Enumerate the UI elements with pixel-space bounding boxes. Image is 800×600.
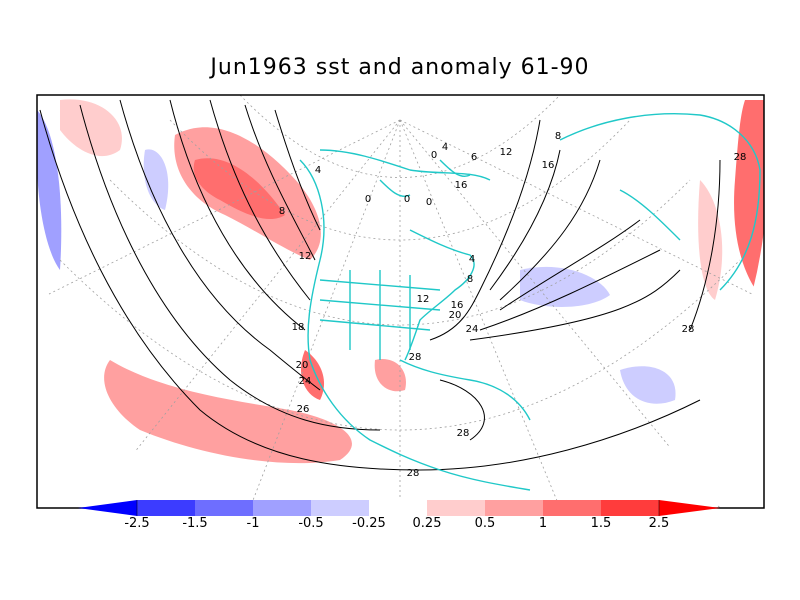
colorbar-label: 0.5 (474, 516, 496, 531)
contour-label: 6 (471, 152, 477, 163)
contour-label: 4 (315, 165, 321, 176)
contour-label: 8 (555, 131, 561, 142)
colorbar-swatch (485, 500, 543, 516)
anomaly-neg-north-atlantic (520, 266, 610, 307)
colorbar (78, 500, 720, 516)
contour-label: 28 (734, 152, 747, 163)
anomaly-pos-gulf (374, 359, 406, 392)
anomaly-pos-baja (300, 350, 325, 400)
anomaly-shading (37, 99, 764, 464)
contour-label: 28 (457, 428, 470, 439)
anomaly-neg-west (37, 110, 62, 270)
colorbar-label: -2.5 (124, 516, 150, 531)
contour-label: 4 (469, 254, 475, 265)
colorbar-swatch (543, 500, 601, 516)
contour-label: 12 (417, 294, 430, 305)
projection-mask (37, 95, 200, 508)
anomaly-pos-northwest (60, 99, 122, 157)
colorbar-label: 0.25 (412, 516, 442, 531)
colorbar-label: -1 (246, 516, 260, 531)
contour-label: 12 (299, 251, 312, 262)
contour-label: 0 (404, 194, 410, 205)
contour-label: 0 (365, 194, 371, 205)
contour-label: 0 (431, 150, 437, 161)
anomaly-pos-tropical-pacific (104, 360, 352, 464)
colorbar-swatch (137, 500, 195, 516)
contour-label: 26 (297, 404, 310, 415)
contour-label: 8 (279, 206, 285, 217)
colorbar-swatch (253, 500, 311, 516)
contour-label: 0 (426, 197, 432, 208)
contour-label: 16 (542, 160, 555, 171)
anomaly-neg-central-pacific (143, 149, 169, 210)
colorbar-swatch (195, 500, 253, 516)
contour-label: 24 (299, 376, 312, 387)
colorbar-arrow-left (78, 500, 137, 516)
colorbar-label: 1.5 (590, 516, 612, 531)
anomaly-pos-east-atlantic (734, 100, 764, 300)
contour-label: 28 (682, 324, 695, 335)
colorbar-swatch (369, 500, 427, 516)
anomaly-pos-east-atlantic-soft (698, 180, 723, 300)
graticule (37, 95, 764, 508)
contour-label: 24 (466, 324, 479, 335)
coastlines (299, 113, 761, 491)
anomaly-neg-east-tropical-atlantic (620, 366, 676, 404)
contour-label: 8 (467, 274, 473, 285)
contour-label: 16 (451, 300, 464, 311)
colorbar-label: 1 (538, 516, 548, 531)
contour-label: 18 (292, 322, 305, 333)
colorbar-label: -0.25 (352, 516, 386, 531)
contour-label: 28 (407, 468, 420, 479)
sst-contours (39, 99, 721, 471)
contour-label: 28 (409, 352, 422, 363)
map-title: Jun1963 sst and anomaly 61-90 (210, 55, 590, 80)
contour-labels: 4 8 12 16 18 20 24 26 28 28 28 28 28 24 … (279, 131, 747, 479)
colorbar-swatch (311, 500, 369, 516)
contour-label: 12 (500, 147, 513, 158)
colorbar-arrow-right (659, 500, 720, 516)
anomaly-pos-north-pacific-core (193, 158, 285, 220)
contour-label: 16 (455, 180, 468, 191)
colorbar-swatch (427, 500, 485, 516)
colorbar-swatch (601, 500, 659, 516)
contour-label: 20 (449, 310, 462, 321)
contour-label: 20 (296, 360, 309, 371)
colorbar-label: -0.5 (298, 516, 324, 531)
colorbar-label: -1.5 (182, 516, 208, 531)
colorbar-label: 2.5 (648, 516, 670, 531)
contour-label: 4 (442, 142, 448, 153)
